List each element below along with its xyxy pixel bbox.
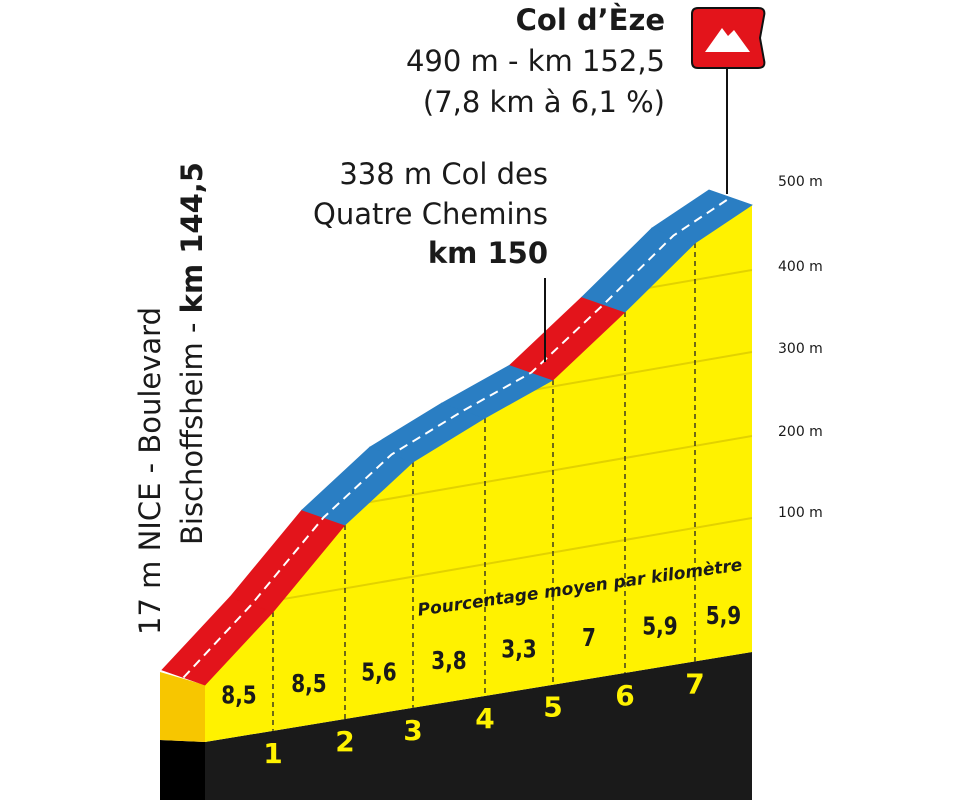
profile-shapes xyxy=(160,189,753,800)
km-marker: 6 xyxy=(615,679,634,712)
altitude-label: 100 m xyxy=(778,505,823,521)
start-line2: Bischoffsheim - km 144,5 xyxy=(175,162,209,545)
gradient-value: 5,6 xyxy=(361,658,396,687)
gradient-value: 7 xyxy=(582,624,596,653)
summit-climb: (7,8 km à 6,1 %) xyxy=(423,85,665,119)
km-marker: 4 xyxy=(475,702,494,735)
gradient-value: 5,9 xyxy=(706,602,741,631)
km-marker: 1 xyxy=(263,737,282,770)
km-marker: 7 xyxy=(685,667,704,700)
band-centerline xyxy=(182,196,732,679)
waypoint-line1: 338 m Col des xyxy=(339,157,548,191)
gradient-value: 5,9 xyxy=(642,612,677,641)
km-marker: 5 xyxy=(543,691,562,724)
profile-face xyxy=(205,205,752,742)
altitude-label: 200 m xyxy=(778,424,823,440)
km-marker: 2 xyxy=(335,725,354,758)
start-line1: 17 m NICE - Boulevard xyxy=(133,307,167,635)
altitude-label: 400 m xyxy=(778,259,823,275)
summit-altitude: 490 m - km 152,5 xyxy=(406,44,665,78)
base-slab xyxy=(205,652,752,800)
gradient-value: 8,5 xyxy=(221,681,256,710)
base-side xyxy=(160,740,205,800)
start-place: Bischoffsheim - xyxy=(175,313,209,545)
start-side xyxy=(160,672,205,742)
mountain-icon xyxy=(705,28,750,52)
altitude-label: 500 m xyxy=(778,174,823,190)
altitude-label: 300 m xyxy=(778,341,823,357)
gradient-value: 3,8 xyxy=(431,647,466,676)
gradient-value: 3,3 xyxy=(501,635,536,664)
profile-band xyxy=(651,189,753,244)
start-km: km 144,5 xyxy=(175,162,209,313)
summit-name: Col d’Èze xyxy=(516,3,665,37)
gradient-value: 8,5 xyxy=(291,670,326,699)
km-marker: 3 xyxy=(403,714,422,747)
waypoint-line2: Quatre Chemins xyxy=(313,197,548,231)
waypoint-km: km 150 xyxy=(428,236,548,270)
